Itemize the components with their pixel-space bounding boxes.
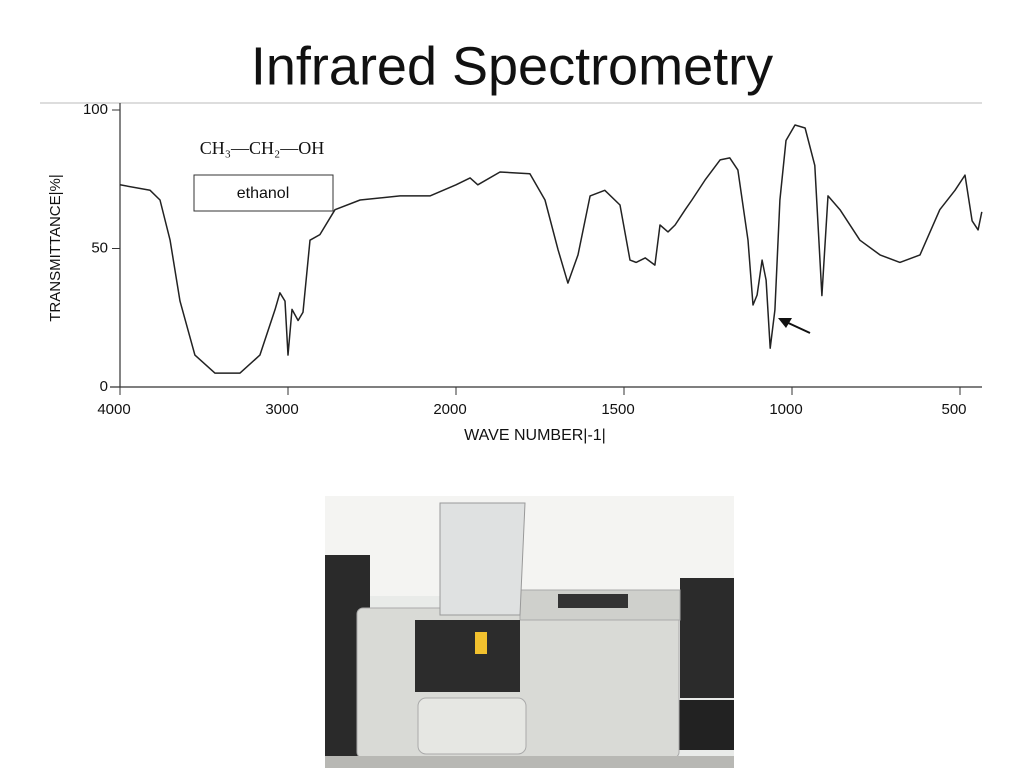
x-tick-label: 3000 — [265, 401, 298, 418]
formula: CH₃—CH₂—OH — [200, 138, 325, 158]
slide-title: Infrared Spectrometry — [251, 36, 773, 96]
spectrum-line — [119, 124, 983, 374]
y-tick-label: 0 — [100, 378, 108, 395]
x-axis-label: WAVE NUMBER|-1| — [464, 427, 606, 444]
y-tick-label: 100 — [83, 101, 108, 118]
compound-name: ethanol — [237, 185, 290, 202]
top-window — [558, 594, 628, 608]
keyboard — [678, 700, 734, 750]
y-axis-label: TRANSMITTANCE|%| — [47, 174, 64, 322]
x-tick-label: 1500 — [601, 401, 634, 418]
bench — [325, 756, 734, 768]
lid — [439, 502, 526, 616]
label-sticker — [475, 632, 487, 654]
x-tick-label: 1000 — [769, 401, 802, 418]
arrow-head — [778, 318, 792, 328]
x-tick-label: 2000 — [433, 401, 466, 418]
x-tick-label: 4000 — [97, 401, 130, 418]
front-panel — [417, 697, 527, 755]
label-box — [193, 174, 334, 212]
x-tick-label: 500 — [941, 401, 966, 418]
monitor — [680, 578, 734, 698]
instrument-photo — [325, 496, 734, 768]
wall — [325, 496, 734, 596]
sample-compartment — [415, 620, 520, 692]
y-tick-label: 50 — [91, 239, 108, 256]
